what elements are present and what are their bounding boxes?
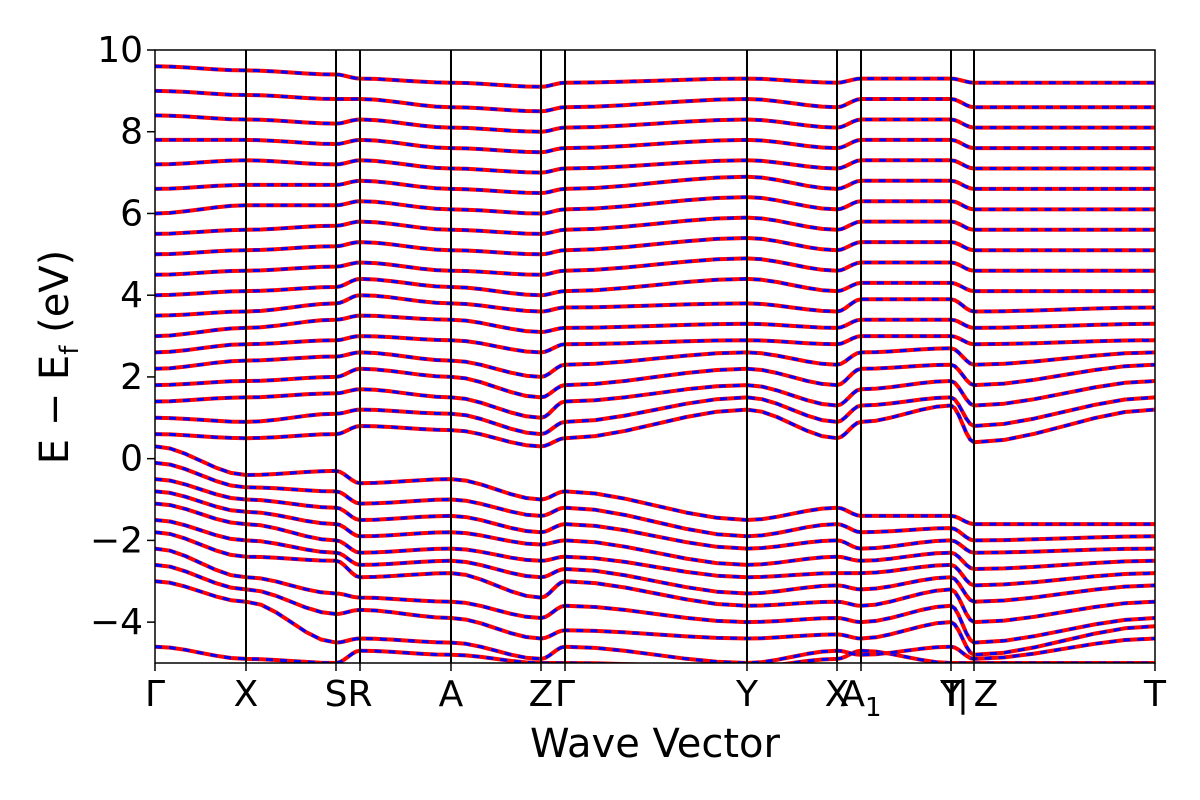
- x-axis-label: Wave Vector: [530, 721, 781, 767]
- y-tick-label: 6: [120, 193, 143, 234]
- x-tick-label: X: [825, 674, 850, 715]
- y-tick-label: 2: [120, 357, 143, 398]
- x-tick-label: Z: [529, 674, 554, 715]
- x-tick-label: X: [234, 674, 259, 715]
- x-tick-label: Y: [735, 674, 759, 715]
- y-axis-label-subscript: f: [55, 345, 85, 355]
- x-tick-label: Γ: [145, 674, 165, 715]
- x-axis-ticks: Γ X S R A Z Γ Y XA1 YT| Z T: [145, 663, 1167, 723]
- x-tick-label: Z: [974, 674, 999, 715]
- x-tick-label: S: [325, 674, 348, 715]
- y-axis-label-base: E − E: [32, 355, 78, 465]
- y-axis-label-unit: (eV): [32, 250, 78, 346]
- x-tick-label: A1: [840, 674, 881, 723]
- y-tick-label: −2: [90, 520, 143, 561]
- y-tick-label: 8: [120, 112, 143, 153]
- x-tick-label: A: [439, 674, 464, 715]
- x-tick-label-subscript: 1: [865, 693, 882, 723]
- x-tick-label: Y: [939, 674, 963, 715]
- kpoint-divider-lines: [245, 50, 975, 663]
- x-tick-label: R: [347, 674, 372, 715]
- x-tick-label: |: [957, 674, 969, 715]
- y-axis-ticks: −4 −2 0 2 4 6 8 10: [90, 30, 155, 643]
- y-axis-label: E − Ef (eV): [32, 250, 85, 465]
- y-tick-label: 10: [97, 30, 143, 71]
- y-tick-label: 4: [120, 275, 143, 316]
- y-tick-label: −4: [90, 602, 143, 643]
- x-tick-label: T: [1143, 674, 1167, 715]
- plot-frame: [154, 49, 1156, 664]
- x-tick-label: T: [940, 674, 964, 715]
- x-tick-label: Γ: [555, 674, 575, 715]
- y-tick-label: 0: [120, 439, 143, 480]
